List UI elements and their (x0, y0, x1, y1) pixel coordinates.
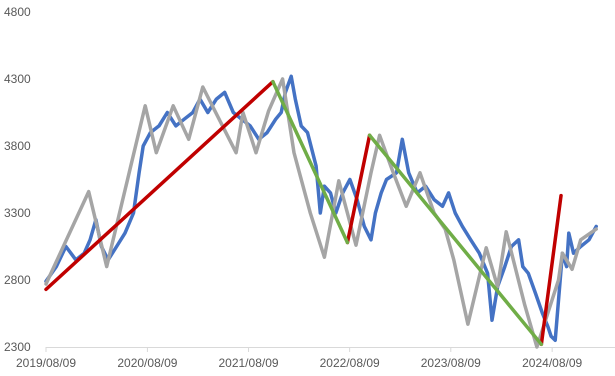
x-tick-label: 2019/08/09 (16, 356, 76, 370)
plot-area (44, 74, 598, 349)
down-trend-segment (367, 133, 544, 347)
x-tick-label: 2021/08/09 (218, 356, 278, 370)
up-trend-segment (539, 193, 563, 347)
y-tick-label: 3300 (4, 206, 31, 220)
x-tick-label: 2020/08/09 (117, 356, 177, 370)
x-tick-label: 2023/08/09 (421, 356, 481, 370)
up-trend-segment (44, 79, 275, 292)
zigzag-series-line (44, 77, 598, 349)
y-tick-label: 4300 (4, 72, 31, 86)
y-tick-label: 2800 (4, 273, 31, 287)
y-tick-label: 2300 (4, 340, 31, 354)
x-tick-label: 2022/08/09 (320, 356, 380, 370)
x-axis: 2019/08/09 2020/08/09 2021/08/09 2022/08/09… (16, 347, 615, 370)
y-axis: 2300 2800 3300 3800 4300 4800 (4, 5, 31, 354)
x-tick-label: 2024/08/09 (522, 356, 582, 370)
down-trend-segment (271, 79, 350, 245)
y-tick-label: 4800 (4, 5, 31, 19)
y-tick-label: 3800 (4, 139, 31, 153)
up-trend-segment (345, 133, 372, 245)
price-series-line (44, 74, 598, 343)
